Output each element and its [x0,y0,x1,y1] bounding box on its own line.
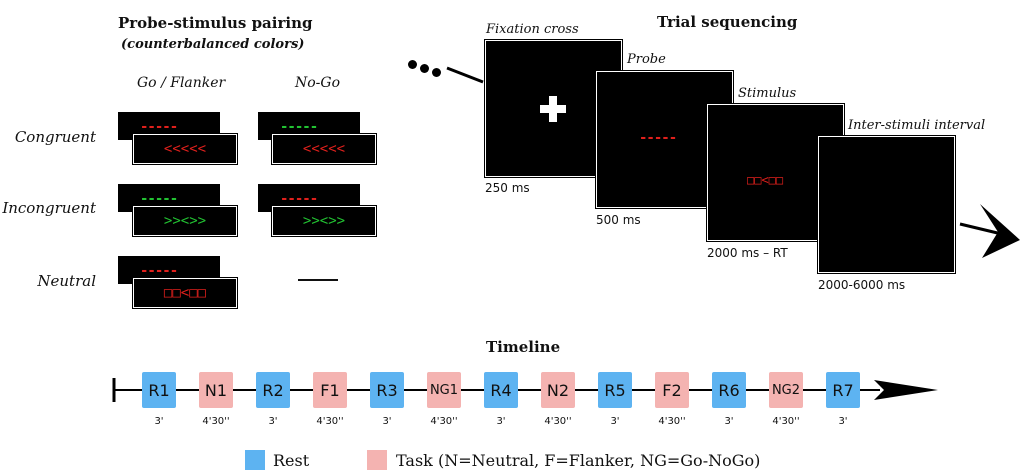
fixation-duration: 250 ms [485,181,530,195]
legend-task-swatch [367,450,387,470]
isi-label: Inter-stimuli interval [848,118,986,133]
probe-dashes: ----- [639,130,677,146]
timeline-title: Timeline [486,338,561,356]
timeline-axis [112,378,938,402]
timeline-duration: 4'30'' [658,416,686,427]
fixation-cross-icon [540,96,566,122]
row-label-incongruent: Incongruent [2,199,96,217]
stimulus-label: Stimulus [738,86,797,101]
timeline-duration: 3' [382,416,392,427]
congruent-go-stimulus-screen: <<<<< [133,134,237,164]
timeline-block-n2: N2 [541,372,575,408]
timeline-block-f1: F1 [313,372,347,408]
stimulus-arrows: >><>> [163,213,207,229]
timeline-block-r6: R6 [712,372,746,408]
timeline-duration: 3' [154,416,164,427]
stimulus-squares: □□<□□ [163,285,207,301]
sequence-lead-line [446,66,484,84]
timeline-block-r4: R4 [484,372,518,408]
fixation-label: Fixation cross [486,22,579,37]
neutral-go-stimulus-screen: □□<□□ [133,278,237,308]
timeline-duration: 4'30'' [772,416,800,427]
congruent-nogo-stimulus-screen: <<<<< [272,134,376,164]
incongruent-nogo-stimulus-screen: >><>> [272,206,376,236]
legend-rest-label: Rest [273,451,310,470]
probe-dashes: ----- [280,191,318,207]
timeline-block-r1: R1 [142,372,176,408]
sequence-arrow-icon [959,204,1020,258]
stimulus-arrows: <<<<< [163,141,207,157]
timeline-duration: 3' [496,416,506,427]
probe-dashes: ----- [280,119,318,135]
probe-label: Probe [627,52,666,67]
timeline-duration: 3' [610,416,620,427]
isi-screen [818,136,955,273]
legend-task-label: Task (N=Neutral, F=Flanker, NG=Go-NoGo) [396,451,761,470]
incongruent-go-stimulus-screen: >><>> [133,206,237,236]
pairing-subtitle: (counterbalanced colors) [121,37,305,52]
timeline-block-ng2: NG2 [769,372,803,408]
probe-duration: 500 ms [596,213,641,227]
timeline-duration: 3' [268,416,278,427]
row-label-congruent: Congruent [14,128,96,146]
timeline-block-r3: R3 [370,372,404,408]
timeline-block-r2: R2 [256,372,290,408]
timeline-block-r5: R5 [598,372,632,408]
isi-duration: 2000-6000 ms [818,278,906,292]
probe-dashes: ----- [140,263,178,279]
timeline-duration: 3' [724,416,734,427]
timeline-duration: 3' [838,416,848,427]
stimulus-arrows: <<<<< [302,141,346,157]
timeline-block-r7: R7 [826,372,860,408]
ellipsis-dot [432,68,441,77]
no-condition-line [298,279,338,281]
column-header-go-flanker: Go / Flanker [137,75,226,91]
ellipsis-dot [408,60,417,69]
stimulus-duration: 2000 ms – RT [707,246,788,260]
timeline-duration: 4'30'' [430,416,458,427]
timeline-duration: 4'30'' [202,416,230,427]
stimulus-squares: □□<□□ [747,173,784,187]
stimulus-arrows: >><>> [302,213,346,229]
legend-rest-swatch [245,450,265,470]
ellipsis-dot [420,64,429,73]
probe-dashes: ----- [140,191,178,207]
timeline-block-f2: F2 [655,372,689,408]
trial-title: Trial sequencing [657,13,798,31]
column-header-no-go: No-Go [295,75,341,91]
timeline-block-ng1: NG1 [427,372,461,408]
row-label-neutral: Neutral [37,272,96,290]
probe-dashes: ----- [140,119,178,135]
timeline-duration: 4'30'' [316,416,344,427]
pairing-title: Probe-stimulus pairing [118,14,313,32]
timeline-duration: 4'30'' [544,416,572,427]
timeline-block-n1: N1 [199,372,233,408]
